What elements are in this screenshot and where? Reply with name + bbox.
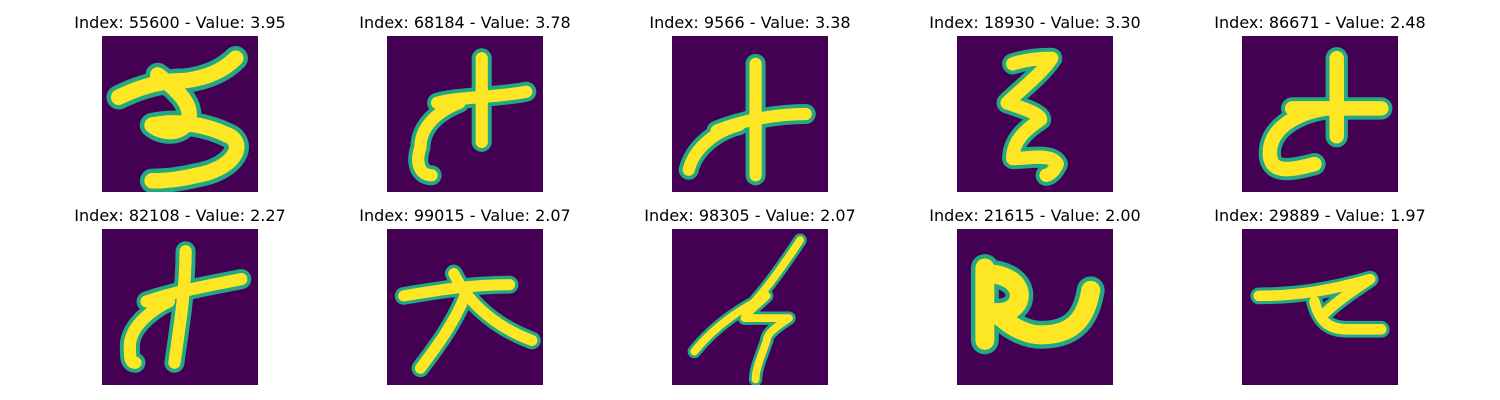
image-title: Index: 82108 - Value: 2.27: [74, 206, 286, 225]
image-title: Index: 55600 - Value: 3.95: [74, 13, 286, 32]
image-title: Index: 21615 - Value: 2.00: [929, 206, 1141, 225]
image-title: Index: 99015 - Value: 2.07: [359, 206, 571, 225]
handwritten-glyph-image: [102, 36, 258, 192]
handwritten-glyph-image: [1242, 229, 1398, 385]
handwritten-glyph-image: [672, 229, 828, 385]
image-title: Index: 18930 - Value: 3.30: [929, 13, 1141, 32]
image-title: Index: 29889 - Value: 1.97: [1214, 206, 1426, 225]
handwritten-glyph-image: [957, 229, 1113, 385]
handwritten-glyph-image: [387, 229, 543, 385]
handwritten-glyph-image: [387, 36, 543, 192]
handwritten-glyph-image: [672, 36, 828, 192]
image-title: Index: 68184 - Value: 3.78: [359, 13, 571, 32]
image-title: Index: 86671 - Value: 2.48: [1214, 13, 1426, 32]
handwritten-glyph-image: [102, 229, 258, 385]
image-title: Index: 98305 - Value: 2.07: [644, 206, 856, 225]
handwritten-glyph-image: [1242, 36, 1398, 192]
handwritten-glyph-image: [957, 36, 1113, 192]
image-title: Index: 9566 - Value: 3.38: [649, 13, 851, 32]
